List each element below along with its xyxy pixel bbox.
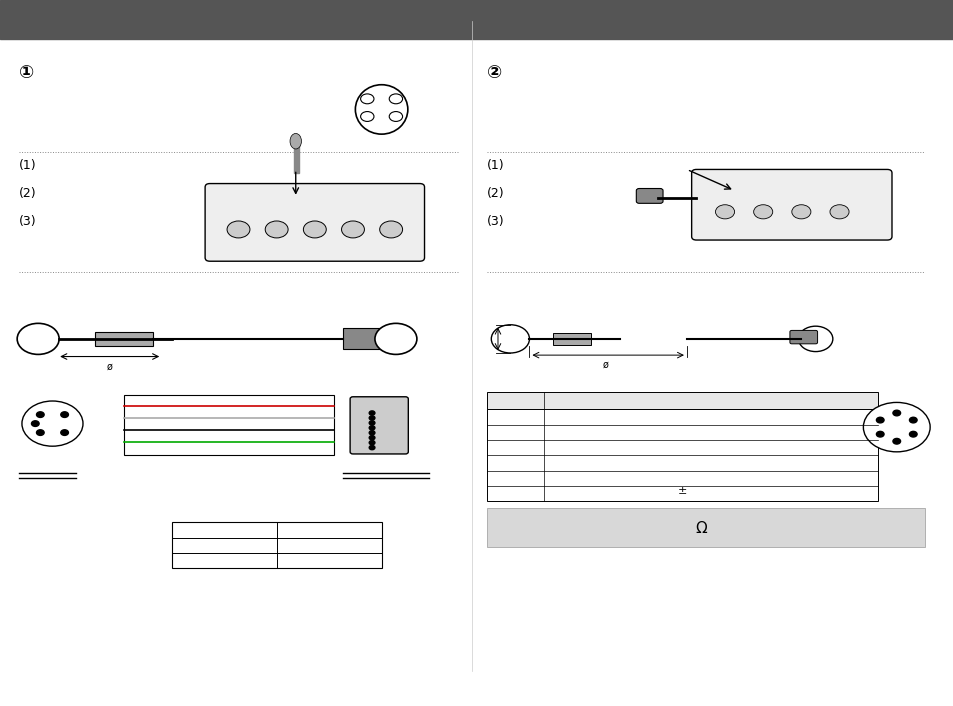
FancyBboxPatch shape <box>691 169 891 240</box>
FancyBboxPatch shape <box>636 189 662 203</box>
Text: ø: ø <box>602 360 608 370</box>
Text: ①: ① <box>19 64 34 81</box>
Circle shape <box>715 205 734 219</box>
Circle shape <box>798 326 832 352</box>
Circle shape <box>360 94 374 104</box>
Circle shape <box>876 417 883 423</box>
Circle shape <box>36 430 44 436</box>
FancyBboxPatch shape <box>789 330 817 344</box>
Circle shape <box>375 323 416 354</box>
Bar <box>172 522 381 568</box>
Circle shape <box>791 205 810 219</box>
Bar <box>486 392 877 409</box>
Ellipse shape <box>290 133 301 149</box>
Circle shape <box>61 430 69 436</box>
Circle shape <box>369 416 375 420</box>
Circle shape <box>379 221 402 238</box>
Bar <box>124 395 334 455</box>
Circle shape <box>369 411 375 415</box>
Circle shape <box>360 112 374 121</box>
Circle shape <box>389 112 402 121</box>
Circle shape <box>908 431 916 437</box>
Text: (2): (2) <box>19 187 36 200</box>
Circle shape <box>892 410 900 416</box>
Circle shape <box>389 94 402 104</box>
Circle shape <box>265 221 288 238</box>
Bar <box>553 333 591 345</box>
Bar <box>0 0 953 39</box>
Bar <box>95 332 152 346</box>
Text: ②: ② <box>486 64 501 81</box>
Circle shape <box>753 205 772 219</box>
Circle shape <box>876 431 883 437</box>
Circle shape <box>22 401 83 446</box>
Circle shape <box>369 426 375 430</box>
Circle shape <box>341 221 364 238</box>
Circle shape <box>892 438 900 444</box>
Text: (1): (1) <box>486 159 503 172</box>
Text: (1): (1) <box>19 159 36 172</box>
Bar <box>343 328 381 349</box>
Circle shape <box>369 431 375 435</box>
Circle shape <box>829 205 848 219</box>
FancyBboxPatch shape <box>205 184 424 261</box>
FancyBboxPatch shape <box>350 397 408 454</box>
Circle shape <box>303 221 326 238</box>
Text: ±: ± <box>677 486 686 496</box>
Text: (3): (3) <box>486 215 503 228</box>
Circle shape <box>36 412 44 417</box>
Text: Ω: Ω <box>695 520 706 536</box>
Ellipse shape <box>355 85 408 134</box>
Circle shape <box>31 421 39 426</box>
Circle shape <box>227 221 250 238</box>
Text: (2): (2) <box>486 187 503 200</box>
Circle shape <box>908 417 916 423</box>
Circle shape <box>491 325 529 353</box>
Circle shape <box>369 445 375 450</box>
Text: ø: ø <box>107 361 112 371</box>
Bar <box>486 409 877 501</box>
Text: (3): (3) <box>19 215 36 228</box>
Bar <box>294 145 298 173</box>
Bar <box>486 508 924 547</box>
Circle shape <box>61 412 69 417</box>
Circle shape <box>17 323 59 354</box>
Circle shape <box>369 421 375 425</box>
Circle shape <box>369 436 375 440</box>
Circle shape <box>862 402 929 452</box>
Circle shape <box>369 441 375 445</box>
